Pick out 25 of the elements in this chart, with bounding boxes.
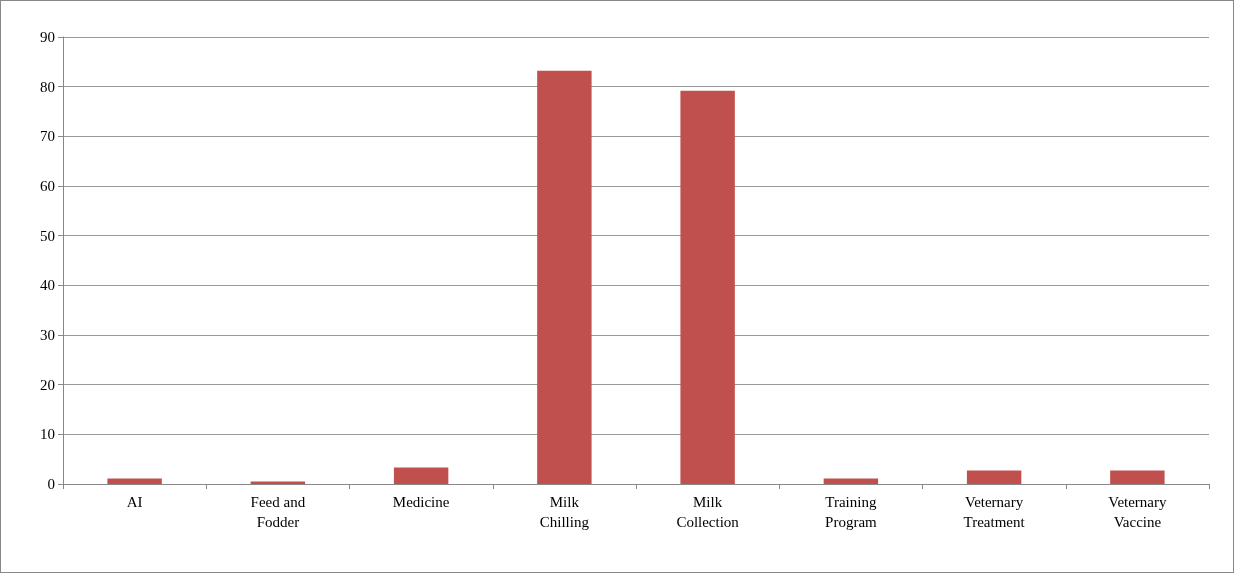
bar — [107, 478, 162, 484]
bar — [966, 470, 1022, 484]
y-tick-label: 50 — [40, 227, 55, 244]
x-tick-label: Feed and Fodder — [250, 494, 306, 530]
x-tick-label: Veternary Treatment — [963, 494, 1026, 530]
x-tick-label: Milk Collection — [676, 494, 740, 530]
bar — [537, 70, 592, 484]
y-tick-label: 20 — [40, 376, 55, 393]
bar — [680, 90, 735, 484]
y-tick-label: 30 — [40, 327, 55, 343]
y-tick-label: 40 — [40, 277, 55, 294]
bar — [393, 467, 449, 484]
y-tick-label: 0 — [47, 476, 55, 492]
x-tick-label: AI — [126, 494, 143, 510]
bar — [823, 478, 879, 484]
y-tick-label: 80 — [40, 78, 55, 95]
x-tick-label: Veternary Vaccine — [1108, 494, 1168, 530]
bar — [1110, 470, 1165, 484]
y-tick-label: 60 — [40, 178, 55, 194]
x-tick-label: Training Program — [825, 494, 878, 530]
x-tick-label: Milk Chilling — [539, 494, 590, 530]
x-tick-label: Medicine — [392, 494, 450, 510]
y-tick-label: 90 — [40, 29, 55, 45]
y-tick-label: 10 — [40, 426, 55, 443]
y-tick-label: 70 — [40, 128, 55, 145]
